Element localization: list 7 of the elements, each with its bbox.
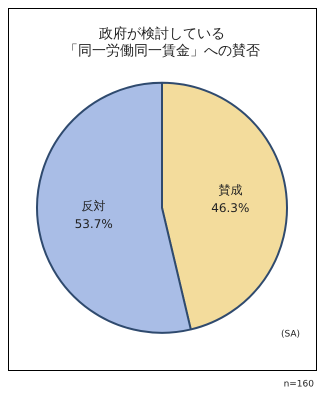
text: (SA) xyxy=(280,329,300,340)
chart-title: 政府が検討している「同一労働同一賃金」への賛否 xyxy=(64,26,260,59)
data-label: 53.7% xyxy=(74,216,113,231)
data-label: 46.3% xyxy=(211,200,250,215)
text: n=160 xyxy=(284,379,314,390)
slice-label: 反対 xyxy=(82,198,106,213)
slice-label: 賛成 xyxy=(218,182,242,197)
